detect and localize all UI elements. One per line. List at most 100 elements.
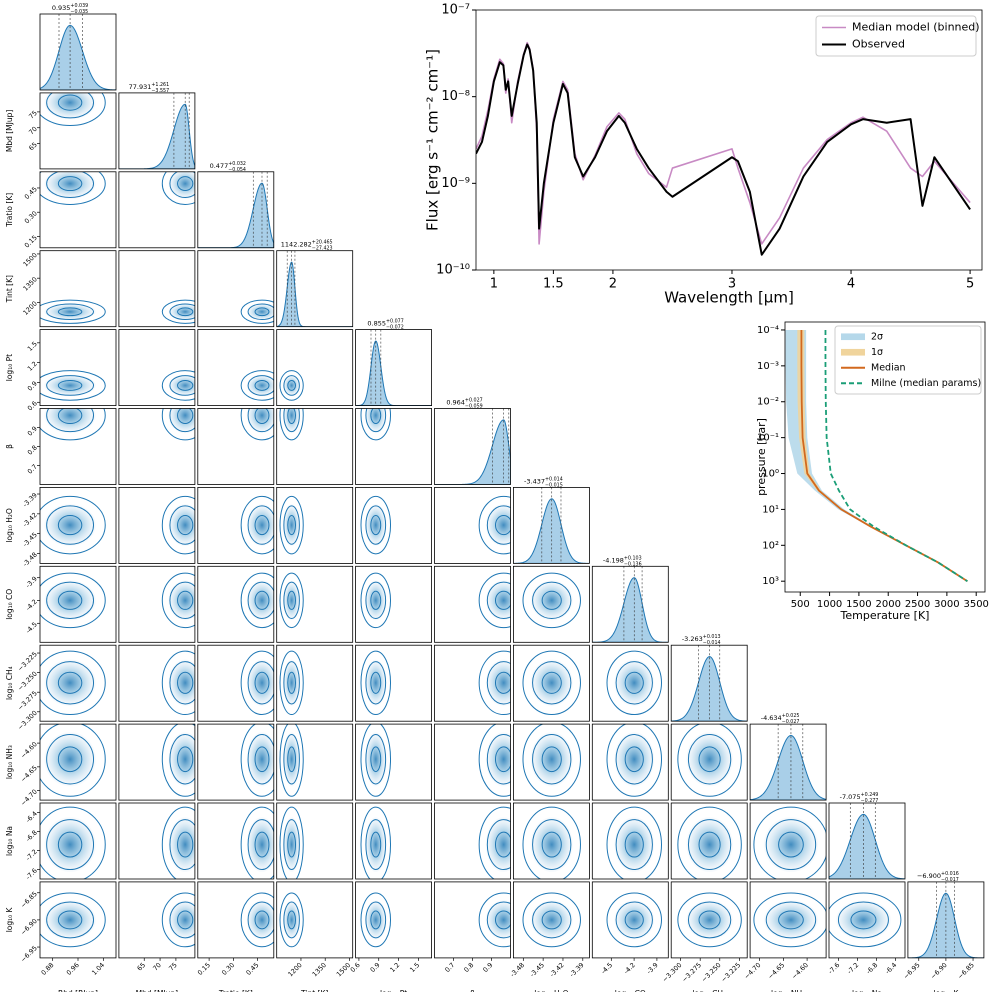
corner-panel: 0.6 0.9 1.2 1.5 log₁₀ Pt [349,881,433,992]
contour [40,806,106,879]
corner-panel: 0.935+0.039 −0.035 [39,3,117,91]
panel-frame [434,723,511,801]
contour [287,831,296,858]
panel-frame [118,408,196,485]
corner-panel [197,329,275,407]
contour [624,746,644,773]
corner-panel [118,250,196,328]
x-tick-label: 1.5 [408,961,421,974]
title-median: -4.634 [761,714,782,722]
y-tick-label: −3.225 [16,650,39,673]
density [168,900,195,940]
density [44,92,96,120]
y-tick-label: 10² [762,540,779,551]
contour [46,661,95,705]
panel-frame [749,802,827,880]
title-err-up: +0.103 [624,555,642,561]
panel-frame [118,881,196,959]
title-err-down: −0.014 [703,640,721,646]
contour [370,514,382,536]
x-tick-label: 0.88 [40,961,56,977]
density [686,900,733,940]
y-axis-label: log₁₀ Na [5,826,14,856]
panel-frame [355,565,433,643]
panel-frame [276,486,354,564]
y-tick-label: 10⁻⁹ [441,176,470,191]
contour [240,724,274,797]
contour [486,901,511,939]
corner-panel [749,802,827,880]
contour [247,581,274,620]
panel-frame [513,486,590,564]
panel-frame [513,881,590,959]
corner-panel [434,486,511,564]
contour [677,806,742,879]
contour [177,176,194,192]
density [44,900,96,940]
contour [778,910,804,930]
contour [365,505,387,545]
histogram [671,656,748,722]
panel-frame [39,171,117,249]
x-tick-label: -3.48 [509,961,527,979]
y-axis-label: log₁₀ CO [5,589,14,620]
y-tick-label: −6.85 [19,890,39,910]
y-axis-label: log₁₀ CH₄ [5,666,14,700]
panel-frame [670,881,748,959]
contour [365,734,387,785]
density [530,817,573,873]
corner-panel: −3.300−3.275−3.250−3.225 log₁₀ CH₄ [661,881,748,992]
contour [494,831,511,858]
density [364,900,387,940]
x-axis-label: log₁₀ H₂O [534,989,568,992]
contour [365,581,387,620]
contour [46,505,95,545]
panel-frame [591,644,669,722]
x-axis-label: Mbd [MJup] [136,989,178,992]
contour [486,661,511,705]
contour [370,590,382,610]
contour [161,892,195,948]
x-tick-label: 1.2 [388,961,401,974]
contour [161,495,195,555]
contour [360,724,392,797]
contour [57,671,83,694]
panel-frame [118,723,196,801]
density [364,580,387,621]
contour [541,910,562,930]
density [364,732,387,787]
panel-frame [513,802,590,880]
plot-frame [475,9,983,271]
density [364,408,387,434]
x-tick-label: 0.9 [369,961,382,974]
panel-frame [197,250,275,328]
corner-panel [197,250,275,328]
contour [169,408,195,433]
contour [161,299,195,324]
panel-frame [118,802,196,880]
contour [615,734,653,785]
title-median: -4.198 [603,556,624,564]
density [246,900,274,940]
contour [169,819,195,871]
x-tick-label: -3.9 [645,961,660,976]
contour [532,734,572,785]
contour [698,831,721,858]
contour [46,171,95,199]
panel-frame [355,644,433,722]
contour [254,307,270,317]
y-tick-label: 0.8 [26,444,39,457]
density [44,659,96,707]
corner-panel: -3.437+0.014 −0.015 [513,476,590,564]
contour [494,746,511,773]
panel-frame [434,644,511,722]
contour [161,650,195,716]
y-tick-label: 10⁰ [762,469,779,480]
contour [522,650,581,716]
y-tick-label: 10³ [762,576,779,587]
contour [254,590,270,610]
density [283,659,301,707]
panel-title: -4.634+0.025 −0.027 [761,713,800,725]
contour [57,408,83,425]
y-tick-label: -4.5 [24,620,39,635]
